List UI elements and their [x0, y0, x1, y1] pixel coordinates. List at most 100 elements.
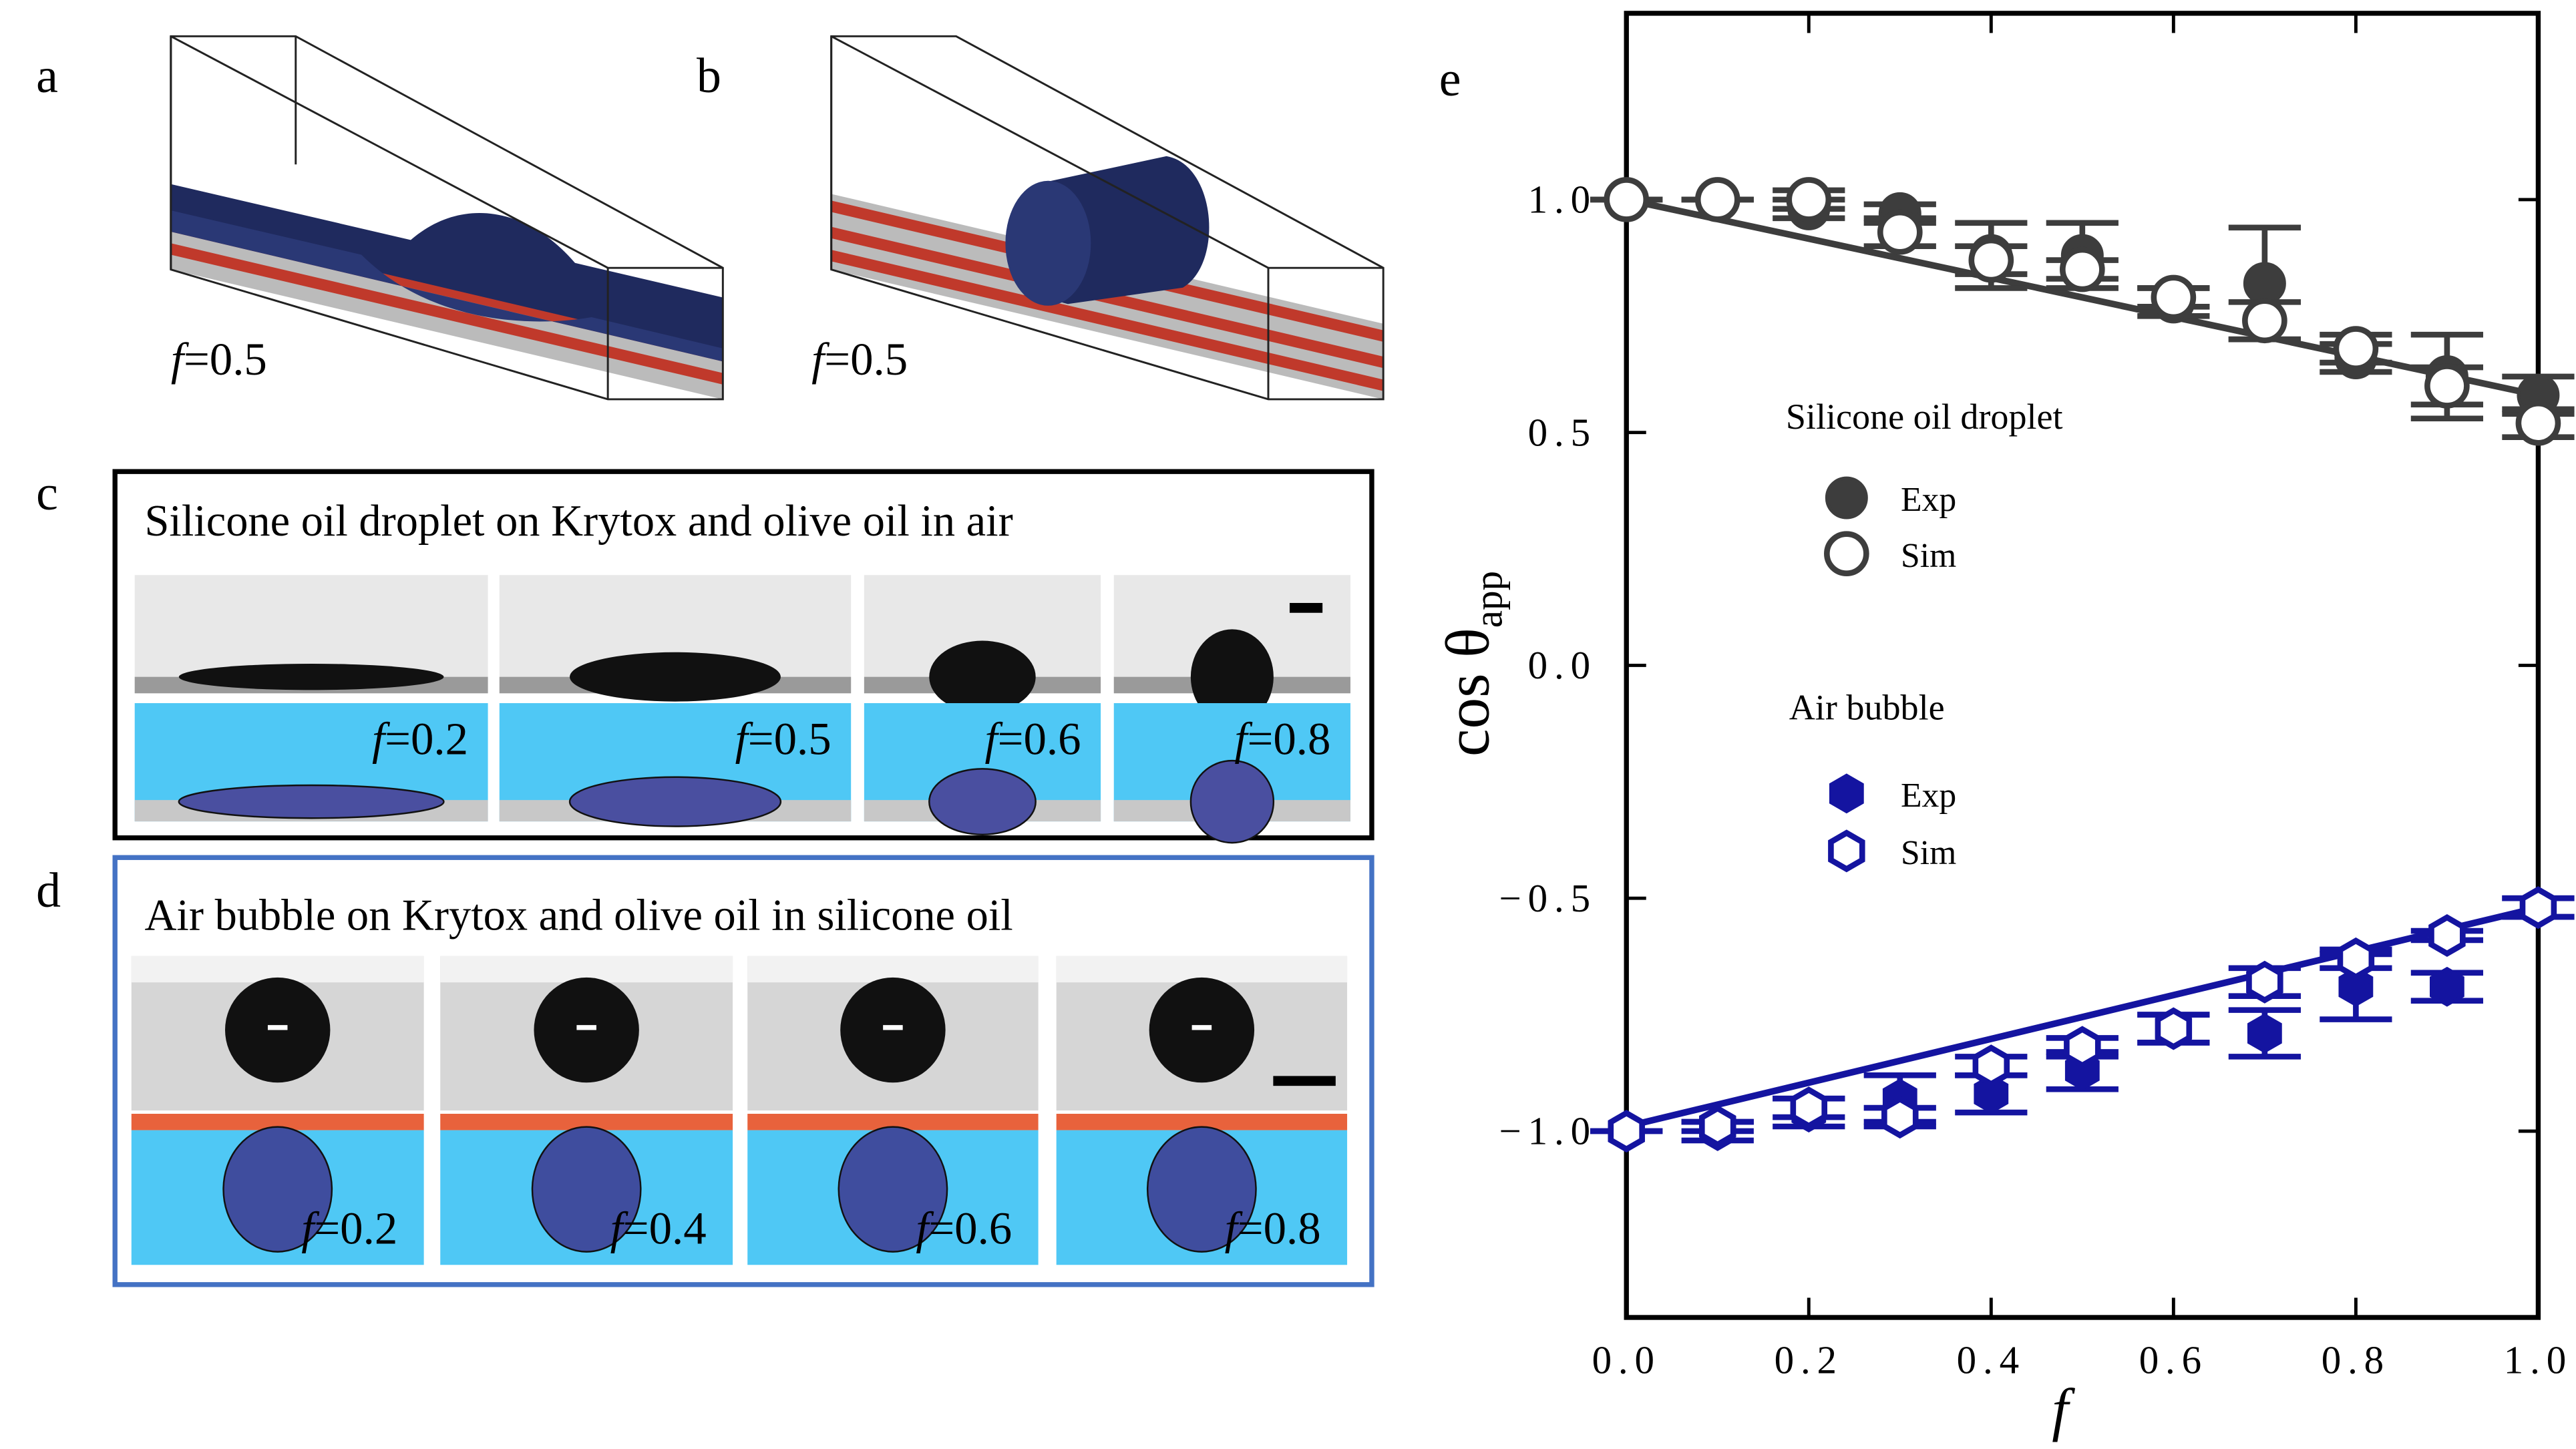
marker — [1877, 209, 1923, 255]
marker — [2151, 274, 2197, 321]
f-value: =0.4 — [623, 1203, 707, 1253]
marker — [2060, 246, 2105, 292]
legend-label: Sim — [1901, 834, 1956, 872]
f-value: =0.8 — [1238, 1203, 1321, 1253]
droplet-sim — [178, 784, 445, 819]
marker — [1699, 1104, 1736, 1149]
panel-b-render — [830, 35, 1385, 401]
legend-marker — [1825, 476, 1868, 520]
marker — [2155, 1007, 2193, 1050]
droplet-photo — [178, 663, 444, 690]
f-label: f=0.5 — [811, 334, 908, 385]
y-axis-label-main: cos θ — [1434, 628, 1503, 757]
f-label: f=0.2 — [301, 1203, 397, 1253]
marker — [2519, 886, 2557, 929]
marker — [1790, 1086, 1828, 1130]
bubble-sim — [1146, 1126, 1257, 1253]
marker — [1974, 1074, 2009, 1114]
plot-frame — [1624, 11, 2541, 1320]
droplet-photo — [570, 652, 781, 702]
bubble-glint — [576, 1025, 596, 1030]
f-label: f=0.6 — [985, 713, 1081, 764]
f-label: f=0.5 — [735, 713, 832, 764]
f-label: f=0.4 — [610, 1203, 707, 1253]
f-label: f=0.6 — [916, 1203, 1012, 1253]
panel-label: e — [1439, 51, 1461, 106]
droplet-sim — [568, 776, 782, 827]
x-tick-label: 0.4 — [1957, 1338, 2026, 1382]
panel-d-frame — [112, 855, 1374, 1287]
scale-bar — [1289, 602, 1323, 613]
marker — [2515, 400, 2561, 446]
f-value: =0.6 — [928, 1203, 1012, 1253]
x-tick-label: 0.2 — [1775, 1338, 1843, 1382]
y-axis-label-subscript: app — [1466, 571, 1510, 628]
panel-label: b — [697, 48, 721, 103]
f-value: =0.5 — [184, 334, 267, 385]
f-value: =0.6 — [998, 713, 1081, 764]
scale-bar — [1273, 1076, 1336, 1086]
panel-c-frames: f=0.2 f=0.5 f=0.6 f=0.8 — [134, 575, 1350, 844]
fit-line — [1626, 904, 2539, 1130]
chart: −1.0 −0.5 0.0 0.5 1.0 0.0 0.2 0.4 0.6 0.8 1.0 Silic… — [1499, 11, 2575, 1382]
panel-title: Air bubble on Krytox and olive oil in si… — [144, 891, 1013, 940]
y-tick-label: −1.0 — [1499, 1109, 1597, 1153]
f-value: =0.2 — [385, 713, 468, 764]
y-axis-label: cos θapp — [1434, 571, 1511, 757]
f-value: =0.5 — [748, 713, 832, 764]
legend-label: Sim — [1901, 537, 1956, 575]
bubble-glint — [883, 1025, 903, 1030]
marker — [2064, 1026, 2101, 1069]
marker — [1694, 177, 1740, 222]
x-axis-label: f — [2052, 1377, 2075, 1442]
panel-c-frame — [112, 469, 1374, 841]
bubble-glint — [267, 1025, 288, 1030]
legend-label: Exp — [1901, 777, 1956, 815]
f-value: =0.5 — [824, 334, 908, 385]
panel-d-frames: f=0.2 f=0.4 f=0.6 f=0.8 — [131, 956, 1348, 1265]
x-tick-label: 0.8 — [2322, 1338, 2390, 1382]
x-tick-label: 1.0 — [2504, 1338, 2573, 1382]
marker — [2333, 326, 2379, 371]
legend-marker — [1828, 829, 1865, 873]
marker — [2424, 363, 2470, 409]
legend-title: Silicone oil droplet — [1786, 397, 2063, 437]
marker — [2243, 262, 2286, 305]
marker — [1881, 1096, 1919, 1139]
marker — [2338, 966, 2374, 1007]
panel-label: c — [36, 465, 58, 520]
y-tick-label: 0.5 — [1528, 410, 1597, 454]
droplet-photo — [1190, 629, 1274, 724]
marker — [1786, 177, 1832, 222]
y-tick-label: 1.0 — [1528, 178, 1597, 222]
marker — [2337, 937, 2375, 980]
f-value: =0.2 — [314, 1203, 397, 1253]
marker — [1972, 1044, 2010, 1088]
x-tick-label: 0.6 — [2139, 1338, 2208, 1382]
panel-label: a — [36, 48, 58, 103]
f-label: f=0.8 — [1234, 713, 1330, 764]
y-tick-label: −0.5 — [1499, 876, 1597, 920]
bubble-sim — [531, 1126, 642, 1253]
legend-marker — [1824, 531, 1869, 577]
x-tick-label: 0.0 — [1592, 1338, 1661, 1382]
marker — [1608, 1109, 1645, 1153]
marker — [1604, 177, 1650, 222]
panel-title: Silicone oil droplet on Krytox and olive… — [144, 497, 1013, 546]
marker — [2428, 913, 2466, 958]
droplet-sim — [928, 768, 1037, 836]
droplet-sim — [1189, 759, 1275, 844]
f-value: =0.8 — [1248, 713, 1331, 764]
bubble-glint — [1191, 1025, 1212, 1030]
y-tick-label: 0.0 — [1528, 643, 1597, 687]
bubble-sim — [222, 1126, 333, 1253]
panel-label: d — [36, 863, 61, 917]
marker — [2242, 298, 2287, 344]
panel-a-render — [170, 35, 724, 401]
marker — [2247, 1013, 2282, 1054]
droplet-photo — [929, 640, 1036, 713]
marker — [2246, 960, 2283, 1004]
legend-marker — [1829, 773, 1864, 814]
